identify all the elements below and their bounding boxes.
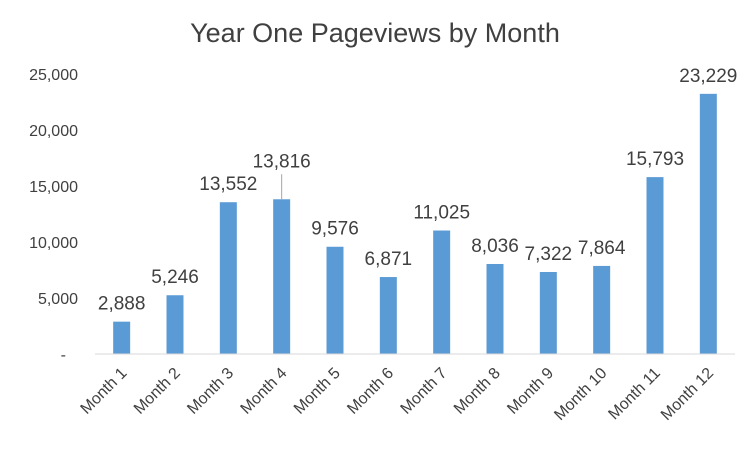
y-axis: - 5,000 10,000 15,000 20,000 25,000 — [29, 67, 78, 364]
x-tick-label: Month 3 — [184, 365, 237, 418]
bar — [379, 277, 397, 354]
data-label: 9,576 — [311, 219, 359, 240]
x-tick-label: Month 2 — [131, 365, 184, 418]
data-label: 5,246 — [151, 267, 199, 288]
bar — [113, 321, 131, 354]
bar — [699, 93, 717, 354]
x-tick-label: Month 9 — [504, 365, 557, 418]
bar — [486, 263, 504, 354]
data-label: 11,025 — [413, 203, 470, 224]
y-tick-label: 15,000 — [29, 179, 78, 196]
y-tick-label: 25,000 — [29, 67, 78, 84]
bar — [273, 199, 291, 354]
x-tick-label: Month 12 — [658, 365, 717, 424]
bars — [113, 93, 717, 354]
data-label: 2,888 — [98, 294, 146, 315]
chart-title: Year One Pageviews by Month — [190, 18, 560, 48]
bar — [539, 271, 557, 354]
bar — [219, 202, 237, 354]
x-axis: Month 1 Month 2 Month 3 Month 4 Month 5 Month… — [78, 365, 718, 424]
x-tick-label: Month 6 — [344, 365, 397, 418]
data-label: 7,864 — [578, 238, 626, 259]
x-tick-label: Month 8 — [451, 365, 504, 418]
y-tick-label: 20,000 — [29, 123, 78, 140]
y-tick-label: 10,000 — [29, 235, 78, 252]
x-tick-label: Month 7 — [398, 365, 451, 418]
data-label: 13,552 — [199, 174, 257, 195]
data-label: 8,036 — [471, 236, 519, 257]
bar — [326, 246, 344, 354]
data-label: 13,816 — [253, 151, 311, 172]
bar — [433, 230, 451, 354]
x-tick-label: Month 10 — [551, 365, 610, 424]
data-label: 15,793 — [626, 149, 684, 170]
data-label: 6,871 — [365, 249, 413, 270]
bar — [593, 265, 611, 354]
y-tick-label: 5,000 — [38, 291, 78, 308]
x-tick-label: Month 5 — [291, 365, 344, 418]
x-tick-label: Month 1 — [78, 365, 131, 418]
data-label: 23,229 — [679, 66, 737, 87]
data-label: 7,322 — [525, 244, 573, 265]
x-tick-label: Month 11 — [605, 365, 663, 423]
y-tick-label: - — [61, 347, 66, 364]
bar — [166, 295, 184, 354]
x-tick-label: Month 4 — [238, 365, 291, 418]
bar — [646, 177, 664, 354]
